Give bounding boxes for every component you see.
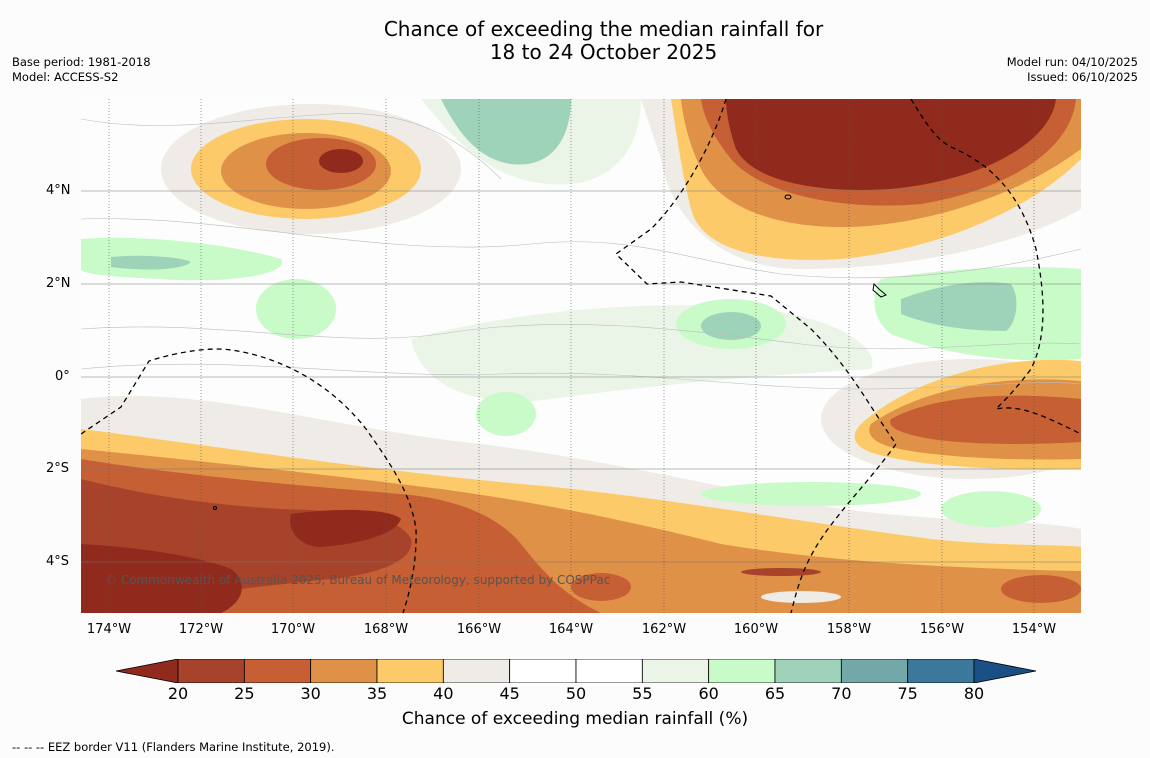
eez-borders — [81, 99, 1081, 613]
region-green-west — [81, 237, 283, 281]
graticule — [81, 190, 1081, 563]
colorbar-tick-label: 40 — [433, 684, 454, 703]
colorbar-tick-label: 20 — [167, 684, 189, 703]
lon-label: 156°W — [919, 622, 965, 637]
region-dry-far-se — [1001, 575, 1081, 603]
lat-label-0: 0° — [55, 369, 70, 384]
colorbar-tick-label: 65 — [764, 684, 786, 703]
colorbar-segment — [641, 659, 710, 683]
model-run: Model run: 04/10/2025 — [1006, 55, 1138, 69]
region-dry-south-20a — [290, 509, 401, 547]
base-period: Base period: 1981-2018 — [12, 55, 151, 69]
colorbar-segment — [442, 659, 511, 683]
colorbar-segment — [907, 659, 975, 683]
lon-label: 174°W — [86, 622, 132, 637]
rainfall-map — [81, 99, 1081, 613]
region-dry-south-east-25 — [741, 568, 821, 576]
colorbar-tick-label: 30 — [300, 684, 321, 703]
region-wet-south-spot — [761, 591, 841, 603]
contour-line — [81, 363, 1081, 390]
colorbar-tick-label: 25 — [234, 684, 255, 703]
colorbar-tick-label: 60 — [698, 684, 719, 703]
island — [872, 282, 887, 298]
region-green-south-east — [701, 482, 921, 506]
chart-title: Chance of exceeding the median rainfall … — [0, 18, 1150, 64]
region-green-south-east-2 — [941, 491, 1041, 527]
colorbar-segment — [376, 659, 444, 683]
colorbar-segment — [509, 659, 577, 683]
lon-label: 158°W — [826, 622, 872, 637]
colorbar-tick-label: 35 — [366, 684, 388, 703]
region-dry-south-east-30 — [571, 573, 631, 601]
region-green-north-inner — [441, 99, 571, 165]
island — [784, 194, 792, 200]
eez-border-east — [910, 99, 1081, 435]
islands — [213, 194, 887, 510]
lat-label-4n: 4°N — [46, 183, 71, 198]
lon-label: 166°W — [456, 622, 502, 637]
lon-label: 154°W — [1011, 622, 1057, 637]
title-line-2: 18 to 24 October 2025 — [489, 40, 718, 64]
region-green-center-west — [256, 279, 336, 339]
contour-line — [81, 218, 1081, 279]
meta-left: Base period: 1981-2018 Model: ACCESS-S2 — [12, 55, 151, 85]
eez-legend: -- -- -- EEZ border V11 (Flanders Marine… — [12, 740, 335, 754]
colorbar-tick-label: 45 — [499, 684, 520, 703]
region-dry-south-20b — [81, 544, 242, 613]
colorbar — [116, 659, 1036, 683]
lat-label-2s: 2°S — [46, 461, 70, 476]
colorbar-tick-label: 70 — [831, 684, 852, 703]
lon-label: 160°W — [733, 622, 779, 637]
region-green-west-inner — [111, 255, 191, 270]
region-green-east-core — [901, 282, 1017, 331]
title-line-1: Chance of exceeding the median rainfall … — [383, 17, 824, 41]
contour-lines — [81, 113, 1081, 390]
colorbar-extend-high — [973, 659, 1036, 683]
lat-label-2n: 2°N — [46, 276, 71, 291]
colorbar-label: Chance of exceeding median rainfall (%) — [401, 709, 749, 729]
colorbar-segment — [708, 659, 776, 683]
colorbar-segment — [177, 659, 245, 683]
lon-label: 162°W — [641, 622, 687, 637]
issued-date: Issued: 06/10/2025 — [1027, 70, 1138, 84]
region-green-south-center — [476, 392, 536, 436]
colorbar-segment — [575, 659, 643, 683]
lon-label: 170°W — [270, 622, 316, 637]
lon-label: 172°W — [178, 622, 224, 637]
contour-line — [81, 113, 502, 180]
colorbar-segment — [840, 659, 909, 683]
colorbar-segment — [310, 659, 378, 683]
colorbar-tick-label: 50 — [565, 684, 587, 703]
contour-line — [81, 324, 1081, 350]
lon-label: 164°W — [548, 622, 594, 637]
colorbar-tick-label: 75 — [897, 684, 918, 703]
region-green-center-core — [701, 312, 761, 340]
lat-label-4s: 4°S — [46, 554, 70, 569]
eez-border-west — [81, 348, 417, 613]
region-dry-ne-20 — [726, 99, 1056, 190]
region-dry-nw-25 — [319, 149, 363, 173]
colorbar-tick-label: 80 — [963, 684, 985, 703]
lon-label: 168°W — [363, 622, 409, 637]
colorbar-extend-low — [116, 659, 179, 683]
model-name: Model: ACCESS-S2 — [12, 70, 119, 84]
colorbar-segment — [774, 659, 842, 683]
colorbar-segment — [243, 659, 312, 683]
copyright-notice: © Commonwealth of Australia 2025, Bureau… — [105, 573, 611, 587]
region-dry-east-30 — [890, 395, 1081, 444]
colorbar-tick-label: 55 — [632, 684, 653, 703]
meta-right: Model run: 04/10/2025 Issued: 06/10/2025 — [1007, 55, 1138, 85]
eez-border-central — [614, 99, 897, 613]
island — [213, 506, 217, 510]
